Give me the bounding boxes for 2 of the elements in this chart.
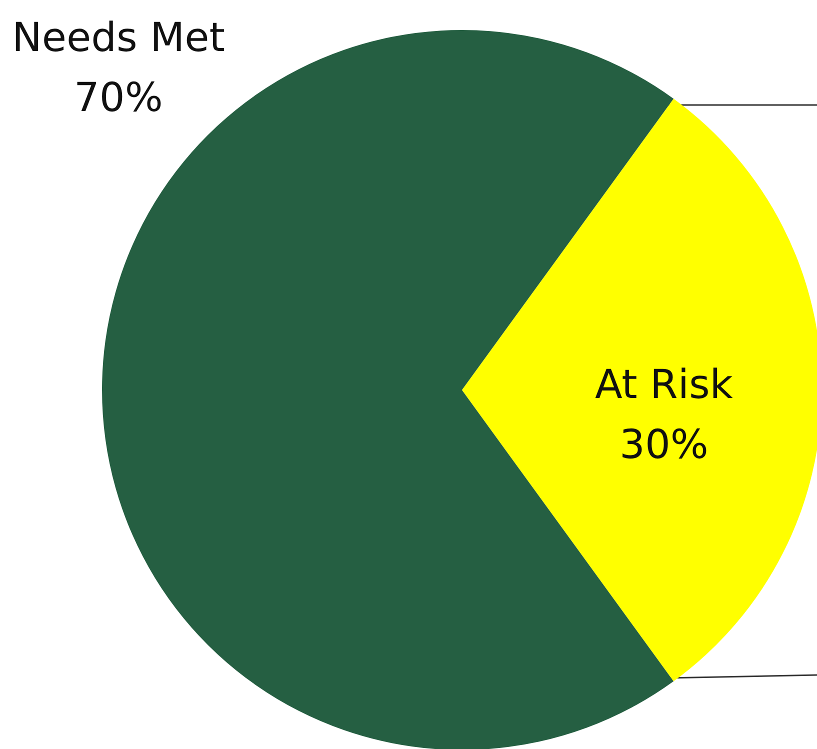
slice-label: Needs Met — [12, 14, 225, 63]
data-label: 70% — [72, 74, 164, 123]
